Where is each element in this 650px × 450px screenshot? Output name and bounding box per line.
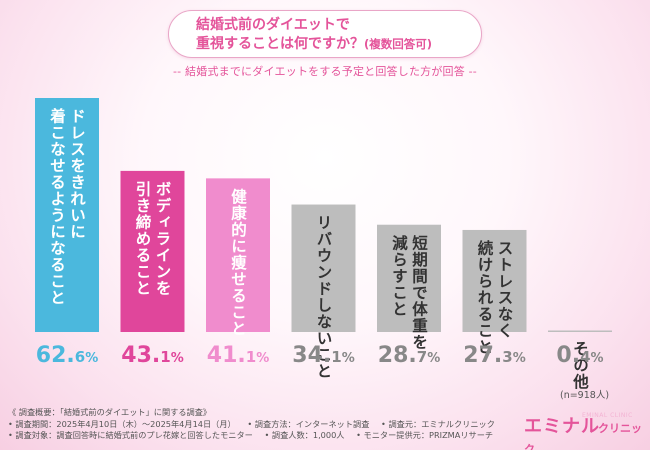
title-line1: 結婚式前のダイエットで bbox=[196, 17, 350, 33]
bar-category-label: 着こなせるようになること bbox=[48, 107, 67, 306]
bar-value-label: 27.3% bbox=[463, 343, 525, 368]
footer-line-3: • 調査対象：調査回答時に結婚式前のプレ花嫁と回答したモニター • 調査人数：1… bbox=[8, 430, 528, 442]
subtitle: -- 結婚式までにダイエットをする予定と回答した方が回答 -- bbox=[173, 65, 477, 78]
title-line2: 重視することは何ですか？(複数回答可) bbox=[196, 35, 481, 54]
bar bbox=[35, 98, 99, 332]
bar bbox=[206, 178, 270, 332]
logo-main: エミナル bbox=[524, 416, 600, 437]
footer-text: • 調査対象：調査回答時に結婚式前のプレ花嫁と回答したモニター bbox=[8, 430, 253, 440]
bar-category-label: 健康的に痩せること bbox=[229, 187, 247, 337]
footer-text: • モニター提供元：PRIZMAリサーチ bbox=[356, 430, 494, 440]
footer-text: 《 調査概要：「結婚式前のダイエット」に関する調査》 bbox=[8, 407, 212, 417]
eminal-clinic-logo: EMINAL CLINIC エミナルクリニック bbox=[524, 412, 644, 450]
bar-category-label: その他 bbox=[571, 341, 590, 391]
bar-value-label: 43.1% bbox=[121, 343, 183, 368]
footer-text: • 調査元：エミナルクリニック bbox=[381, 418, 495, 429]
bar bbox=[548, 330, 612, 332]
bar-value-label: 34.1% bbox=[292, 343, 354, 368]
title-main: 重視することは何ですか？ bbox=[196, 36, 364, 52]
logo-sub: クリニック bbox=[524, 422, 642, 450]
survey-footer: 《 調査概要：「結婚式前のダイエット」に関する調査》 • 調査期間：2025年4… bbox=[8, 407, 528, 442]
bar-value-label: 41.1% bbox=[207, 343, 269, 368]
bar bbox=[120, 170, 185, 332]
bar-value-label: 62.6% bbox=[36, 343, 98, 368]
footer-text: • 調査期間：2025年4月10日（木）〜2025年4月14日（月） bbox=[8, 418, 236, 429]
bar-category-label: リバウンドしないこと bbox=[315, 215, 333, 380]
footer-line-2: • 調査期間：2025年4月10日（木）〜2025年4月14日（月） • 調査方… bbox=[8, 419, 528, 431]
bar-group: 健康的に痩せること 41.1% bbox=[206, 178, 270, 368]
footer-text: • 調査方法：インターネット調査 bbox=[247, 418, 370, 429]
bar bbox=[462, 229, 527, 332]
bar-value-label: 28.7% bbox=[378, 343, 440, 368]
bar bbox=[291, 204, 356, 332]
sample-size-label: (n=918人) bbox=[560, 390, 610, 401]
title-note: (複数回答可) bbox=[364, 37, 433, 51]
bar-category-label: 減らすこと bbox=[390, 233, 408, 317]
bar-category-label: 続けられること bbox=[476, 239, 494, 356]
footer-line-1: 《 調査概要：「結婚式前のダイエット」に関する調査》 bbox=[8, 407, 528, 419]
bar-category-label: ドレスをきれいに bbox=[68, 108, 86, 240]
footer-text: • 調査人数：1,000人 bbox=[264, 430, 345, 440]
title-box: 結婚式前のダイエットで 重視することは何ですか？(複数回答可) bbox=[168, 10, 482, 58]
bar bbox=[377, 224, 441, 332]
bar-category-label: 短期間で体重を bbox=[410, 233, 428, 350]
bar-category-label: ストレスなく bbox=[496, 240, 514, 339]
bar-value-label: 0.4% bbox=[556, 343, 603, 368]
bar-category-label: ボディラインを bbox=[154, 181, 172, 297]
logo-ghost-text: EMINAL CLINIC bbox=[582, 412, 633, 419]
bar-category-label: 引き締めること bbox=[134, 181, 152, 297]
